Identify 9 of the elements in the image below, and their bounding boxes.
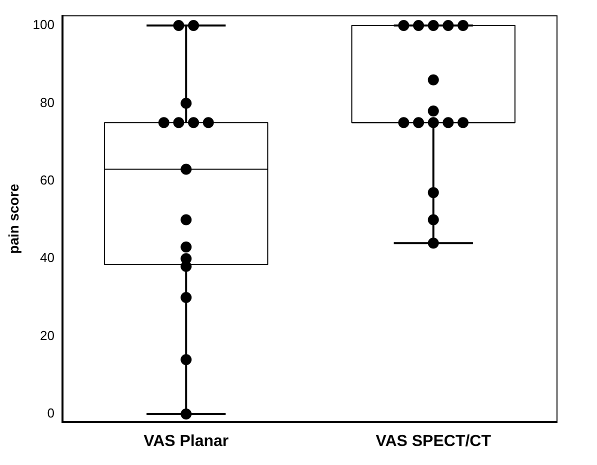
y-tick-label: 0 bbox=[47, 406, 54, 421]
y-tick-label: 100 bbox=[32, 17, 54, 32]
x-tick-label: VAS SPECT/CT bbox=[376, 432, 492, 450]
y-tick-label: 20 bbox=[40, 328, 54, 343]
x-tick-label: VAS Planar bbox=[144, 432, 229, 450]
y-tick-label: 60 bbox=[40, 172, 54, 188]
y-tick-label: 80 bbox=[40, 94, 54, 110]
y-axis-title: pain score bbox=[5, 184, 22, 254]
y-tick-label: 40 bbox=[40, 250, 54, 266]
